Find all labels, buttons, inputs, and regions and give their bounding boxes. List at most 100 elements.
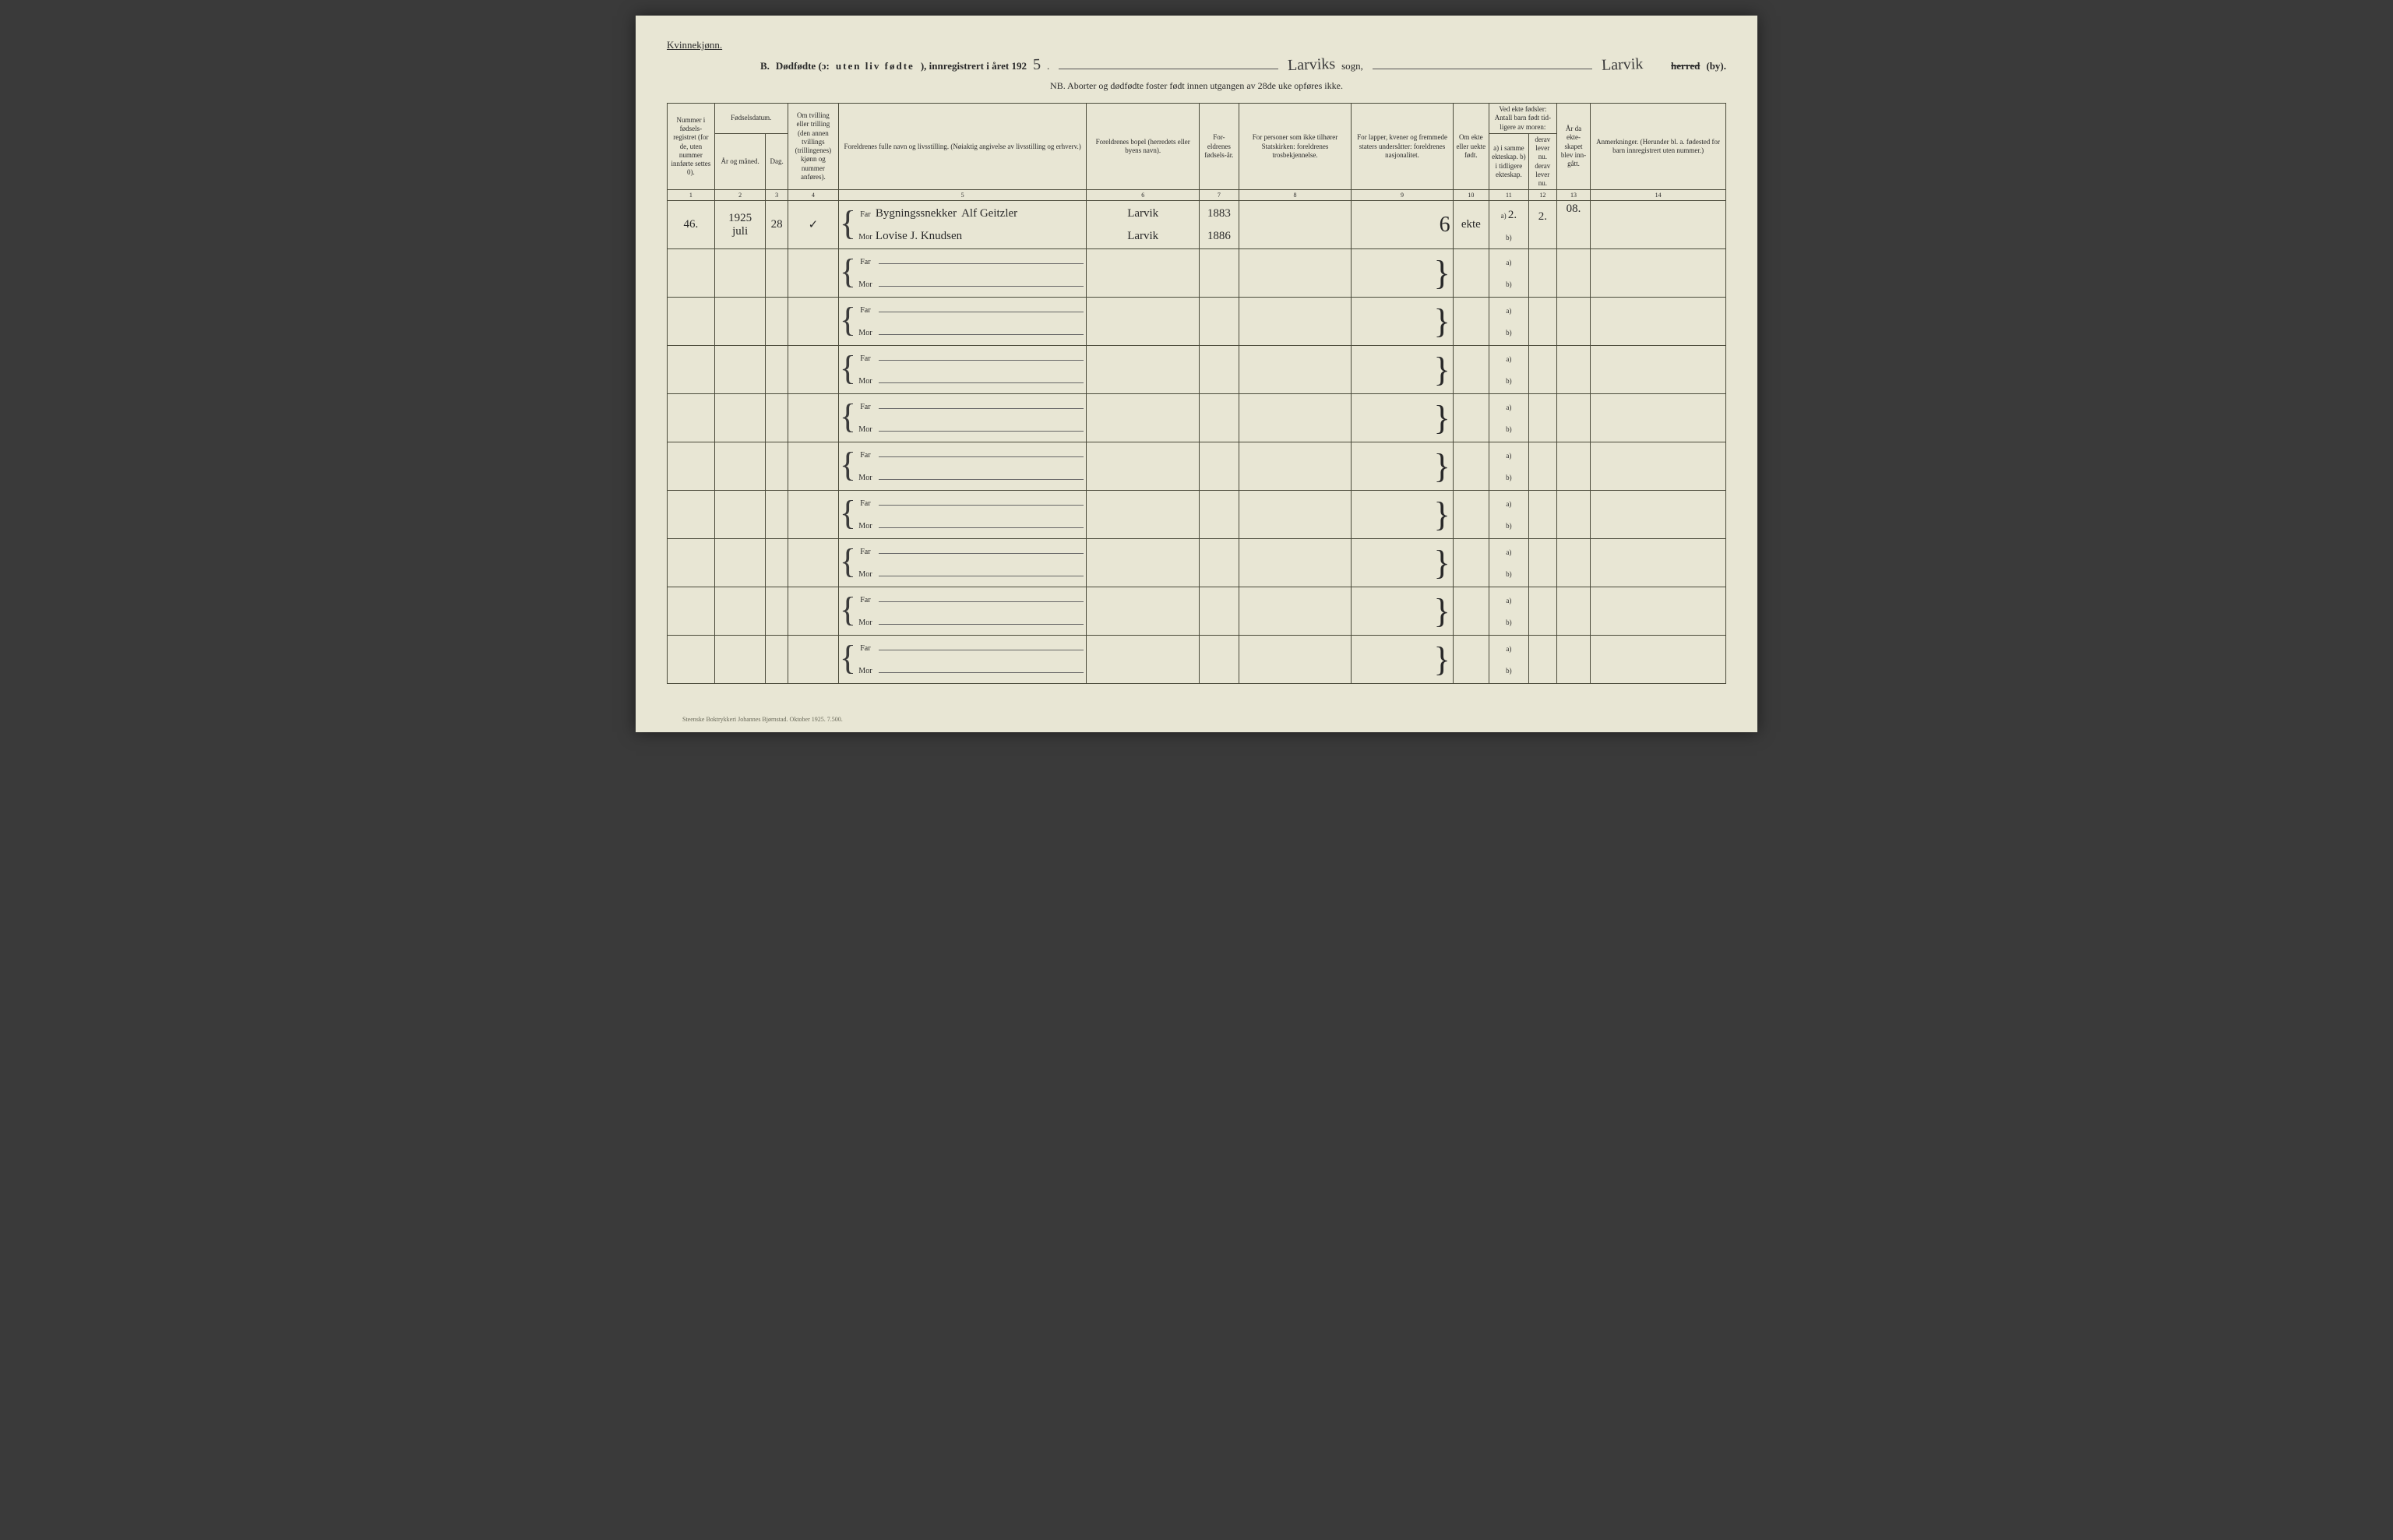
cell-empty <box>1087 539 1200 587</box>
printer-footer: Steenske Boktrykkeri Johannes Bjørnstad.… <box>682 716 843 723</box>
cell-c11-empty: a)b) <box>1489 539 1528 587</box>
cell-empty <box>788 346 838 394</box>
by-label: (by). <box>1706 60 1726 72</box>
col-header-1: Nummer i fødsels-registret (for de, uten… <box>668 104 715 190</box>
cell-empty <box>766 346 788 394</box>
cell-empty <box>668 394 715 442</box>
cell-empty <box>1239 394 1352 442</box>
cell-empty-brace: } <box>1352 394 1453 442</box>
mor-label: Mor <box>855 570 876 579</box>
mor-label: Mor <box>855 522 876 530</box>
cell-empty <box>788 394 838 442</box>
cell-empty-brace: } <box>1352 346 1453 394</box>
colnum: 2 <box>714 190 766 201</box>
cell-empty <box>1528 249 1556 298</box>
cell-empty <box>1200 636 1239 684</box>
cell-empty <box>1528 587 1556 636</box>
section-b: B. <box>760 60 770 72</box>
colnum: 4 <box>788 190 838 201</box>
cell-empty <box>1591 587 1726 636</box>
table-row-empty: { Far Mor } a)b) <box>668 587 1726 636</box>
col-header-7: For-eldrenes fødsels-år. <box>1200 104 1239 190</box>
cell-empty <box>714 636 766 684</box>
cell-c11-empty: a)b) <box>1489 249 1528 298</box>
cell-c11-empty: a)b) <box>1489 491 1528 539</box>
mor-year: 1886 <box>1202 230 1236 243</box>
cell-empty <box>1556 442 1590 491</box>
city-handwritten: Larvik <box>1601 55 1643 75</box>
cell-empty <box>1591 346 1726 394</box>
cell-empty <box>1200 587 1239 636</box>
far-label: Far <box>855 258 876 266</box>
cell-empty <box>1528 298 1556 346</box>
colnum: 14 <box>1591 190 1726 201</box>
cell-empty <box>1239 491 1352 539</box>
cell-year-month: 1925 juli <box>714 201 766 249</box>
cell-empty <box>1200 346 1239 394</box>
cell-empty <box>1556 587 1590 636</box>
far-label: Far <box>855 644 876 653</box>
cell-c11-empty: a)b) <box>1489 587 1528 636</box>
cell-parents-empty: { Far Mor <box>838 394 1086 442</box>
cell-empty <box>788 442 838 491</box>
c11a-value: 2. <box>1508 209 1517 221</box>
cell-empty <box>714 442 766 491</box>
cell-empty <box>1453 491 1489 539</box>
cell-empty <box>1556 394 1590 442</box>
cell-empty <box>668 491 715 539</box>
header-title-line: B. Dødfødte (ɔ: uten liv fødte ), innreg… <box>760 56 1726 74</box>
cell-empty <box>1528 491 1556 539</box>
col-header-9: For lapper, kvener og fremmede staters u… <box>1352 104 1453 190</box>
cell-empty-brace: } <box>1352 442 1453 491</box>
cell-empty <box>788 636 838 684</box>
col-header-2-top: Fødselsdatum. <box>714 104 788 134</box>
sogn-handwritten: Larviks <box>1288 55 1336 75</box>
cell-empty <box>668 249 715 298</box>
far-name: Alf Geitzler <box>961 207 1017 220</box>
cell-birthyears: 1883 1886 <box>1200 201 1239 249</box>
far-bopel: Larvik <box>1089 207 1196 220</box>
far-label: Far <box>855 596 876 604</box>
cell-empty <box>714 587 766 636</box>
cell-empty-brace: } <box>1352 249 1453 298</box>
cell-parents-empty: { Far Mor <box>838 587 1086 636</box>
mor-name: Lovise J. Knudsen <box>876 230 962 243</box>
table-row-empty: { Far Mor } a)b) <box>668 442 1726 491</box>
cell-c11-empty: a)b) <box>1489 346 1528 394</box>
cell-empty <box>1200 298 1239 346</box>
colnum: 12 <box>1528 190 1556 201</box>
cell-empty <box>1239 442 1352 491</box>
cell-empty <box>1087 394 1200 442</box>
cell-empty <box>1453 298 1489 346</box>
cell-empty <box>1528 442 1556 491</box>
mor-label: Mor <box>855 667 876 675</box>
cell-empty <box>1453 539 1489 587</box>
brace-icon: { <box>840 639 856 678</box>
cell-empty <box>1200 539 1239 587</box>
cell-empty <box>1087 346 1200 394</box>
cell-number: 46. <box>668 201 715 249</box>
cell-c11-empty: a)b) <box>1489 394 1528 442</box>
cell-marriage-year: 08. <box>1556 201 1590 249</box>
cell-empty <box>668 298 715 346</box>
colnum: 6 <box>1087 190 1200 201</box>
cell-day: 28 <box>766 201 788 249</box>
col-header-10: Om ekte eller uekte født. <box>1453 104 1489 190</box>
col-header-11-top: Ved ekte fødsler: Antall barn født tid-l… <box>1489 104 1556 134</box>
far-occupation: Bygningssnekker <box>876 207 957 220</box>
cell-empty <box>1591 491 1726 539</box>
table-row-empty: { Far Mor } a)b) <box>668 346 1726 394</box>
mor-bopel: Larvik <box>1089 230 1196 243</box>
cell-empty <box>1528 539 1556 587</box>
year-handwritten: 5 <box>1033 56 1041 74</box>
cell-empty <box>788 587 838 636</box>
colnum: 13 <box>1556 190 1590 201</box>
cell-empty <box>1239 298 1352 346</box>
col-header-11: a) i samme ekteskap. b) i tidligere ekte… <box>1489 133 1528 190</box>
cell-empty <box>1556 539 1590 587</box>
cell-parents: { Far Bygningssnekker Alf Geitzler Mor L… <box>838 201 1086 249</box>
nb-notice: NB. Aborter og dødfødte foster født inne… <box>667 80 1726 92</box>
cell-empty <box>1239 539 1352 587</box>
herred-struck: herred <box>1671 60 1700 72</box>
cell-empty <box>714 249 766 298</box>
